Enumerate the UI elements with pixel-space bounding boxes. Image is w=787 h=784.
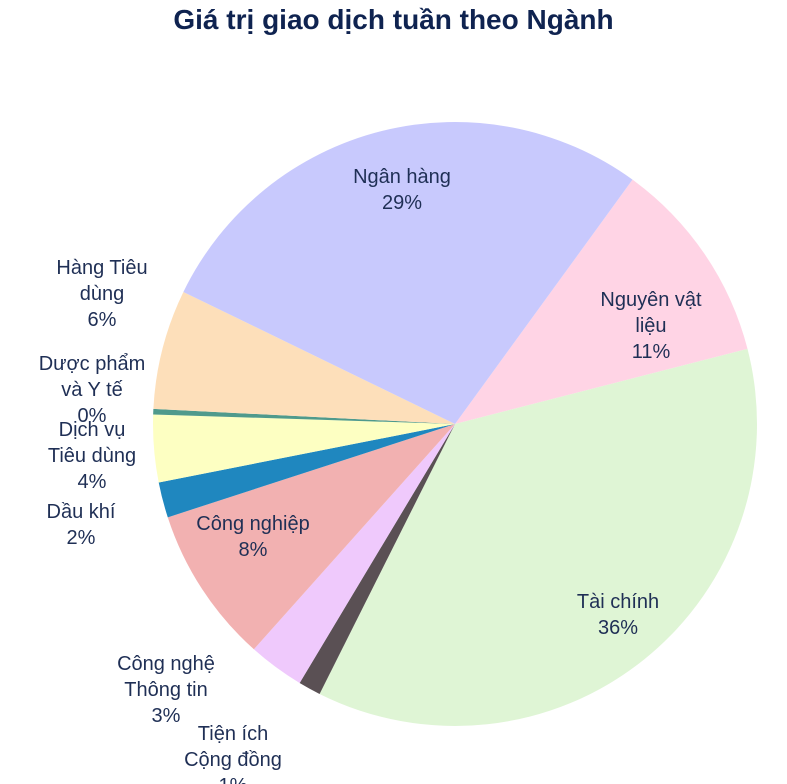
pie-slice-tien-ich-cong-dong [299, 424, 455, 694]
pie-slice-cong-nghe-thong-tin [253, 424, 455, 683]
slice-percent-label: 8% [239, 539, 268, 561]
slice-label-tien-ich-cong-dong: Tiện ích Cộng đồng 1% [184, 723, 282, 784]
pie-labels: Nguyên vật liệu 11% Tài chính 36% Tiện ích Cộn… [39, 166, 702, 784]
slice-label-line: và Y tế [61, 379, 123, 401]
slice-label-line: Thông tin [124, 679, 207, 701]
slice-label-line: Công nghiệp [196, 513, 309, 535]
slice-label-ngan-hang: Ngân hàng 29% [353, 166, 451, 214]
slice-label-dich-vu-tieu-dung: Dịch vụ Tiêu dùng 4% [48, 419, 136, 493]
slice-label-line: Tiêu dùng [48, 445, 136, 467]
pie-slice-ngan-hang [183, 122, 633, 425]
slice-percent-label: 2% [67, 527, 96, 549]
pie-slice-dich-vu-tieu-dung [153, 414, 455, 483]
slice-label-hang-tieu-dung: Hàng Tiêu dùng 6% [56, 257, 147, 331]
slice-label-line: dùng [80, 283, 125, 305]
slice-label-nguyen-vat-lieu: Nguyên vật liệu 11% [600, 289, 702, 363]
slice-label-line: Nguyên vật [600, 289, 702, 311]
slice-label-line: Hàng Tiêu [56, 257, 147, 279]
slice-percent-label: 3% [152, 705, 181, 727]
slice-percent-label: 4% [78, 471, 107, 493]
slice-percent-label: 36% [598, 617, 638, 639]
chart-title: Giá trị giao dịch tuần theo Ngành [173, 4, 614, 35]
pie-slice-nguyen-vat-lieu [455, 179, 748, 424]
slice-percent-label: 6% [88, 309, 117, 331]
slice-label-line: Dầu khí [47, 501, 116, 523]
slice-label-duoc-pham-va-y-te: Dược phẩm và Y tế 0% [39, 353, 146, 427]
slice-label-line: Ngân hàng [353, 166, 451, 188]
slice-label-line: Dịch vụ [59, 419, 126, 441]
slice-label-line: liệu [635, 315, 666, 337]
slice-label-tai-chinh: Tài chính 36% [577, 591, 659, 639]
slice-label-line: Dược phẩm [39, 353, 146, 375]
pie-slice-tai-chinh [319, 348, 757, 726]
slice-label-line: Tài chính [577, 591, 659, 613]
pie-slices [153, 122, 757, 726]
slice-label-dau-khi: Dầu khí 2% [47, 501, 116, 549]
slice-label-cong-nghiep: Công nghiệp 8% [196, 513, 309, 561]
pie-slice-cong-nghiep [167, 424, 455, 650]
pie-slice-hang-tieu-dung [153, 291, 455, 424]
slice-label-cong-nghe-thong-tin: Công nghệ Thông tin 3% [117, 653, 215, 727]
pie-slice-dau-khi [158, 424, 455, 518]
slice-percent-label: 29% [382, 192, 422, 214]
slice-percent-label: 1% [219, 775, 248, 784]
slice-label-line: Công nghệ [117, 653, 215, 675]
slice-label-line: Cộng đồng [184, 749, 282, 771]
slice-percent-label: 11% [632, 341, 671, 363]
slice-label-line: Tiện ích [198, 723, 268, 745]
pie-slice-duoc-pham-va-y-te [153, 408, 455, 424]
slice-percent-label: 0% [78, 405, 107, 427]
